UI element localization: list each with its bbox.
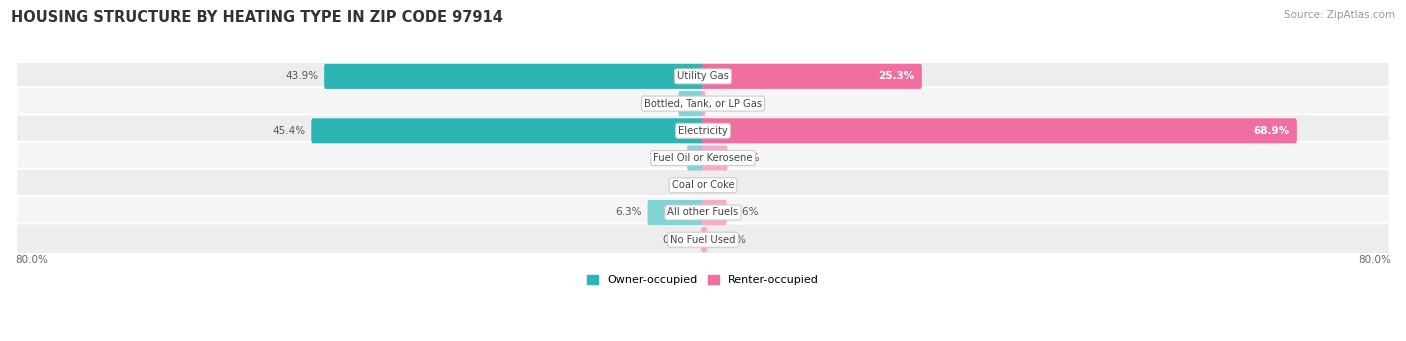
Text: Utility Gas: Utility Gas [678, 71, 728, 81]
Text: No Fuel Used: No Fuel Used [671, 235, 735, 245]
Text: Source: ZipAtlas.com: Source: ZipAtlas.com [1284, 10, 1395, 20]
FancyBboxPatch shape [702, 118, 1296, 143]
Legend: Owner-occupied, Renter-occupied: Owner-occupied, Renter-occupied [582, 271, 824, 290]
Text: Coal or Coke: Coal or Coke [672, 180, 734, 190]
Text: 0.35%: 0.35% [713, 235, 747, 245]
FancyBboxPatch shape [325, 64, 704, 89]
FancyBboxPatch shape [17, 223, 1389, 256]
FancyBboxPatch shape [702, 200, 727, 225]
FancyBboxPatch shape [702, 227, 704, 252]
Text: Fuel Oil or Kerosene: Fuel Oil or Kerosene [654, 153, 752, 163]
FancyBboxPatch shape [17, 169, 1389, 202]
Text: 2.6%: 2.6% [733, 207, 759, 218]
Text: 68.9%: 68.9% [1253, 126, 1289, 136]
FancyBboxPatch shape [17, 196, 1389, 229]
Text: Bottled, Tank, or LP Gas: Bottled, Tank, or LP Gas [644, 99, 762, 108]
FancyBboxPatch shape [17, 87, 1389, 120]
Text: HOUSING STRUCTURE BY HEATING TYPE IN ZIP CODE 97914: HOUSING STRUCTURE BY HEATING TYPE IN ZIP… [11, 10, 503, 25]
FancyBboxPatch shape [17, 60, 1389, 93]
FancyBboxPatch shape [702, 146, 727, 170]
Text: 80.0%: 80.0% [1358, 255, 1391, 265]
Text: 0.06%: 0.06% [662, 235, 696, 245]
FancyBboxPatch shape [702, 227, 707, 252]
FancyBboxPatch shape [648, 200, 704, 225]
FancyBboxPatch shape [311, 118, 704, 143]
Text: 0.12%: 0.12% [711, 99, 744, 108]
Text: 2.7%: 2.7% [647, 99, 673, 108]
FancyBboxPatch shape [17, 142, 1389, 174]
FancyBboxPatch shape [702, 64, 922, 89]
Text: Electricity: Electricity [678, 126, 728, 136]
FancyBboxPatch shape [702, 91, 706, 116]
Text: 80.0%: 80.0% [15, 255, 48, 265]
FancyBboxPatch shape [17, 115, 1389, 147]
Text: 1.7%: 1.7% [655, 153, 682, 163]
Text: 25.3%: 25.3% [879, 71, 914, 81]
Text: 6.3%: 6.3% [616, 207, 643, 218]
Text: 2.7%: 2.7% [733, 153, 759, 163]
Text: All other Fuels: All other Fuels [668, 207, 738, 218]
FancyBboxPatch shape [679, 91, 704, 116]
FancyBboxPatch shape [688, 146, 704, 170]
Text: 45.4%: 45.4% [273, 126, 305, 136]
Text: 43.9%: 43.9% [285, 71, 319, 81]
